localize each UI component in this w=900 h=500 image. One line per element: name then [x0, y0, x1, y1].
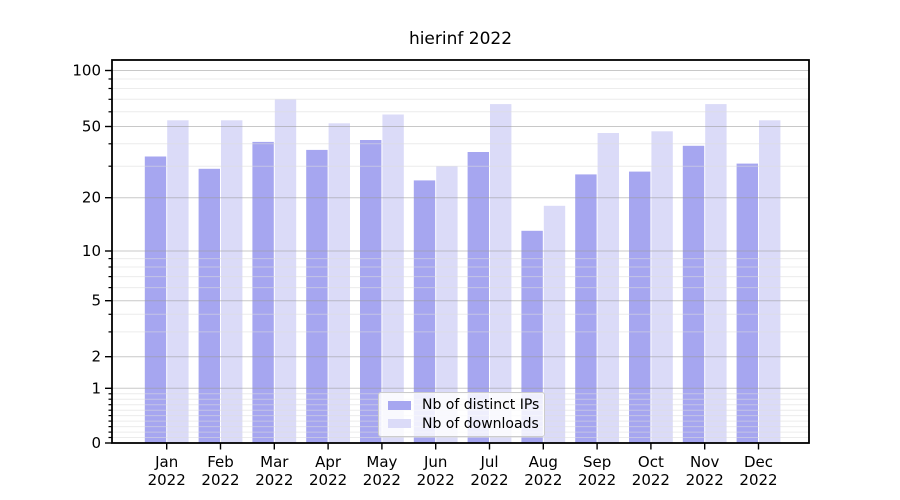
- x-tick-label: Nov 2022: [686, 453, 724, 489]
- legend-item-distinct-ips: Nb of distinct IPs: [388, 397, 539, 413]
- y-tick-label: 20: [82, 189, 101, 207]
- y-tick-label: 5: [91, 292, 101, 310]
- x-tick-label: Sep 2022: [578, 453, 616, 489]
- bar-ips-may: [360, 140, 382, 443]
- x-tick-label: Jul 2022: [470, 453, 508, 489]
- chart-title: hierinf 2022: [408, 29, 513, 49]
- bar-ips-feb: [198, 168, 220, 444]
- bar-ips-dec: [736, 163, 758, 443]
- bar-downloads-nov: [705, 104, 727, 443]
- x-tick-label: Jun 2022: [417, 453, 455, 489]
- bar-ips-oct: [629, 171, 651, 443]
- bar-downloads-apr: [328, 123, 350, 444]
- bar-downloads-aug: [543, 205, 566, 443]
- x-tick-label: Mar 2022: [255, 453, 293, 489]
- y-tick-label: 100: [72, 62, 101, 80]
- legend-label-downloads: Nb of downloads: [422, 415, 539, 432]
- bar-downloads-jun: [436, 166, 458, 443]
- legend: Nb of distinct IPs Nb of downloads: [378, 392, 545, 437]
- y-tick-label: 2: [91, 348, 101, 366]
- x-tick-label: Oct 2022: [632, 453, 670, 489]
- bar-downloads-jan: [167, 120, 189, 444]
- bar-downloads-feb: [221, 120, 243, 444]
- bar-ips-jul: [467, 152, 489, 443]
- bar-ips-mar: [252, 141, 274, 443]
- y-tick-label: 50: [82, 118, 101, 136]
- y-tick-label: 10: [82, 242, 101, 260]
- legend-swatch-downloads-icon: [388, 419, 411, 429]
- x-tick-label: Feb 2022: [201, 453, 239, 489]
- x-tick-label: May 2022: [363, 453, 401, 489]
- bar-downloads-jul: [490, 104, 512, 443]
- legend-swatch-distinct-ips-icon: [388, 400, 411, 410]
- x-tick-label: Apr 2022: [309, 453, 347, 489]
- bar-downloads-dec: [759, 120, 781, 444]
- legend-item-downloads: Nb of downloads: [388, 416, 539, 432]
- bar-downloads-may: [382, 114, 404, 443]
- x-tick-label: Aug 2022: [524, 453, 562, 489]
- bar-downloads-mar: [274, 99, 297, 444]
- bar-ips-aug: [521, 230, 543, 443]
- x-tick-label: Jan 2022: [148, 453, 186, 489]
- bar-ips-nov: [682, 145, 705, 444]
- bar-ips-jun: [413, 180, 436, 443]
- bar-ips-sep: [575, 174, 597, 443]
- bar-ips-jan: [144, 156, 167, 443]
- x-tick-label: Dec 2022: [739, 453, 777, 489]
- y-tick-label: 1: [91, 379, 101, 397]
- bar-ips-apr: [306, 149, 328, 443]
- y-tick-label: 0: [91, 434, 101, 452]
- legend-label-distinct-ips: Nb of distinct IPs: [422, 397, 540, 414]
